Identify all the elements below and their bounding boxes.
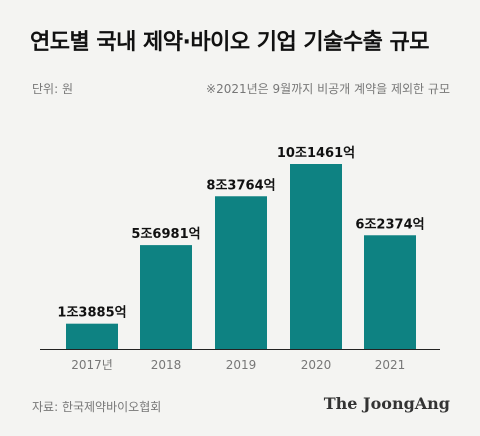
bar-0 (66, 323, 118, 349)
data-label-1: 5조6981억 (131, 227, 200, 242)
data-label-3: 10조1461억 (277, 146, 355, 161)
data-label-4: 6조2374억 (355, 217, 424, 232)
x-tick-label-1: 2018 (151, 358, 182, 372)
bar-1 (140, 245, 192, 349)
x-tick-label-0: 2017년 (71, 358, 113, 372)
page-title: 연도별 국내 제약·바이오 기업 기술수출 규모 (30, 30, 429, 55)
x-tick-label-4: 2021 (375, 358, 406, 372)
x-tick-label-3: 2020 (301, 358, 332, 372)
bar-4 (364, 235, 416, 349)
unit-label: 단위: 원 (32, 82, 73, 96)
data-label-2: 8조3764억 (206, 178, 275, 193)
data-label-0: 1조3885억 (57, 306, 126, 321)
source-label: 자료: 한국제약바이오협회 (32, 400, 162, 414)
bar-3 (290, 164, 342, 349)
brand-logo: The JoongAng (323, 394, 450, 413)
bar-2 (215, 196, 267, 349)
x-tick-label-2: 2019 (226, 358, 257, 372)
footnote: ※2021년은 9월까지 비공개 계약을 제외한 규모 (206, 82, 450, 96)
